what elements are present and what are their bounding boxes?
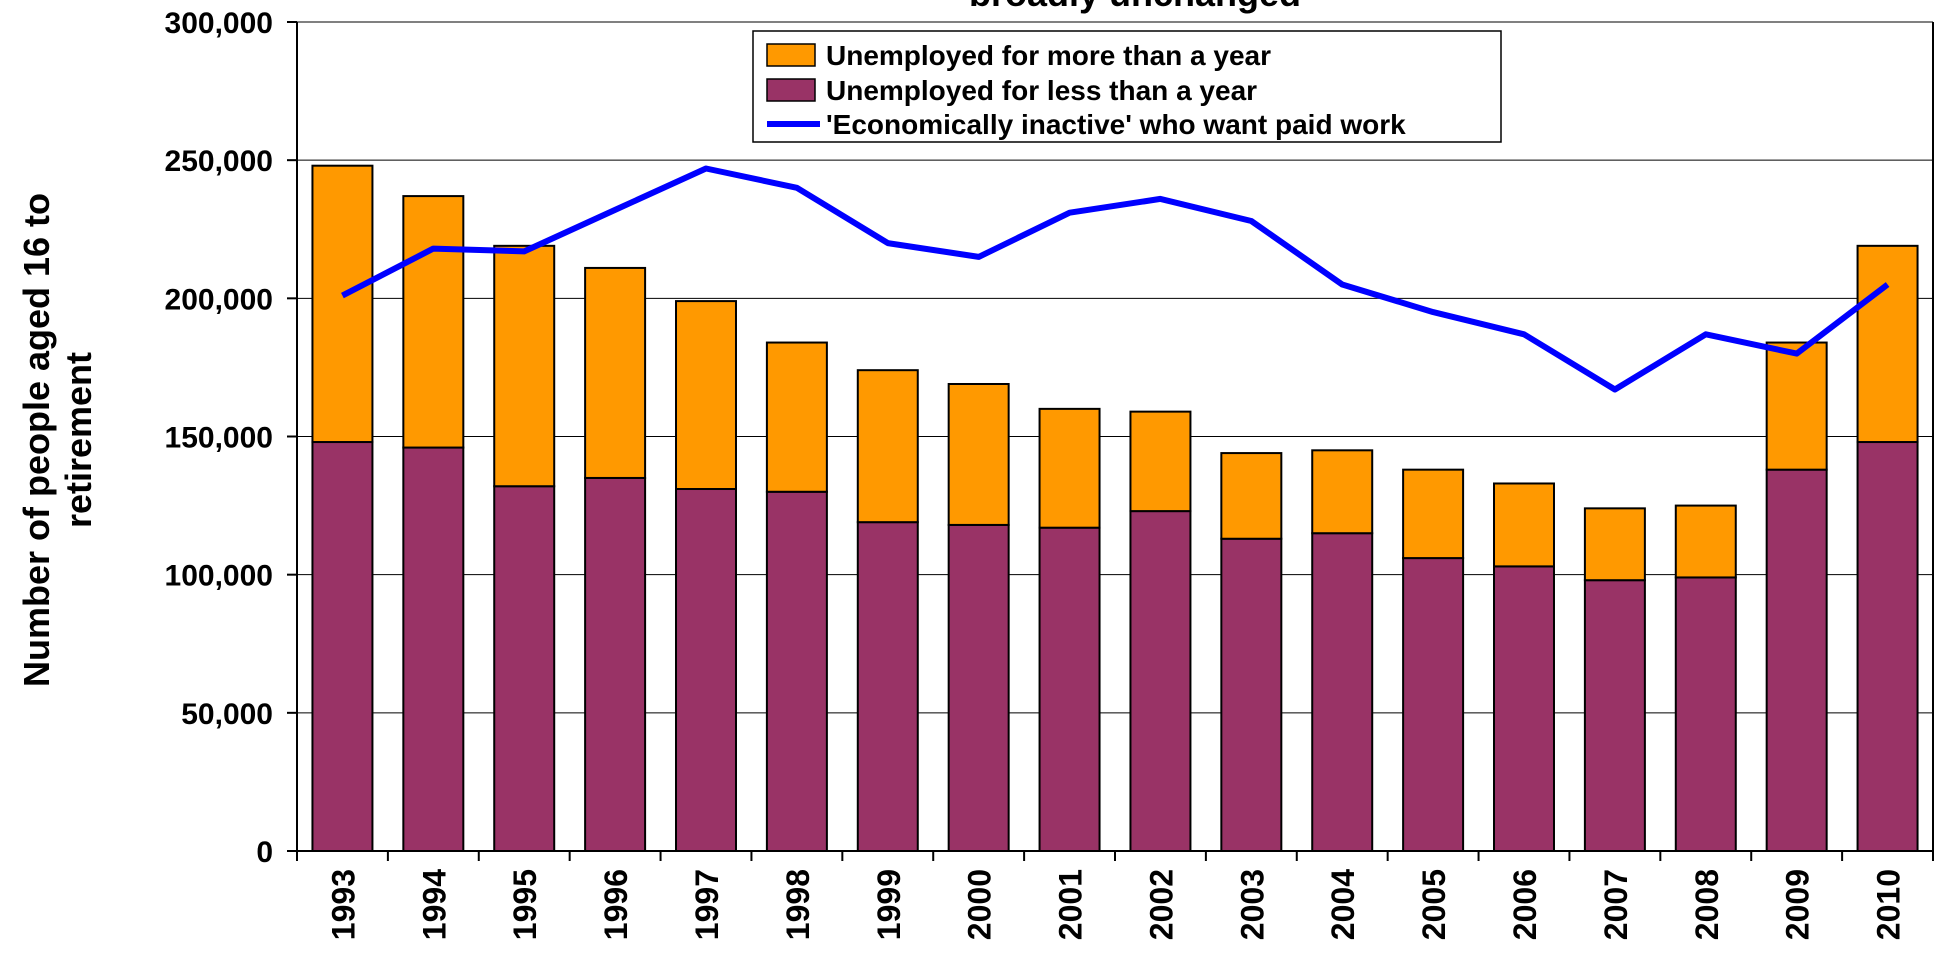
bar-short-term-2010 [1856, 441, 1919, 852]
x-tick-label-1998: 1998 [780, 869, 816, 940]
bar-long-term-2001 [1038, 407, 1101, 529]
bar-short-term-2002 [1129, 510, 1192, 852]
bar-long-term-2006 [1493, 482, 1555, 568]
y-axis-title-line-1: Number of people aged 16 to [16, 193, 57, 687]
bar-long-term-2010 [1856, 244, 1919, 444]
bar-long-term-1994 [402, 195, 465, 449]
x-tick-label-2004: 2004 [1325, 869, 1361, 940]
bar-short-term-1998 [765, 490, 828, 852]
y-tick-label: 200,000 [165, 283, 273, 316]
bar-long-term-1999 [856, 369, 919, 524]
legend-box [752, 30, 1502, 143]
bar-long-term-1997 [675, 300, 737, 491]
x-tick-label-1996: 1996 [598, 869, 634, 940]
bar-long-term-2002 [1129, 410, 1192, 513]
bar-long-term-2005 [1402, 468, 1465, 560]
bar-short-term-1997 [675, 488, 737, 852]
x-tick-label-2002: 2002 [1143, 869, 1179, 940]
bar-long-term-2000 [947, 382, 1010, 526]
x-tick-label-2003: 2003 [1234, 869, 1270, 940]
bar-long-term-2003 [1220, 452, 1283, 540]
y-tick-label: 100,000 [165, 560, 273, 593]
bars [311, 164, 1919, 853]
y-tick-label: 300,000 [165, 7, 273, 40]
bar-long-term-2008 [1674, 504, 1737, 579]
bar-long-term-2007 [1583, 507, 1646, 582]
bar-short-term-2000 [947, 523, 1010, 853]
axes [287, 21, 1934, 861]
x-tick-label-2006: 2006 [1507, 869, 1543, 940]
legend-swatch [766, 78, 816, 102]
bar-short-term-1999 [856, 521, 919, 852]
bar-short-term-2008 [1674, 576, 1737, 852]
x-tick-label-2007: 2007 [1598, 869, 1634, 940]
chart-title: broadly unchanged [969, 0, 1301, 14]
x-tick-label-1993: 1993 [325, 869, 361, 940]
x-tick-label-1999: 1999 [871, 869, 907, 940]
bar-short-term-1994 [402, 446, 465, 852]
y-tick-label: 0 [256, 836, 273, 869]
x-tick-label-1995: 1995 [507, 869, 543, 940]
bar-short-term-1996 [584, 476, 647, 852]
legend-label: Unemployed for more than a year [826, 40, 1271, 71]
legend-label: Unemployed for less than a year [826, 75, 1257, 106]
x-tick-label-2010: 2010 [1871, 869, 1907, 940]
legend: Unemployed for more than a year Unemploye… [752, 30, 1502, 143]
x-tick-label-1994: 1994 [416, 869, 452, 940]
bar-short-term-2006 [1493, 565, 1555, 852]
bar-long-term-1996 [584, 266, 647, 479]
y-tick-label: 50,000 [181, 698, 273, 731]
bar-long-term-2009 [1765, 341, 1828, 471]
bar-long-term-1995 [493, 244, 556, 488]
bar-short-term-2003 [1220, 537, 1283, 852]
x-tick-label-2001: 2001 [1053, 869, 1089, 940]
line-layer [341, 165, 1890, 393]
x-tick-labels: 1993 1994 1995 1996 1997 1998 1999 2000 2001 2002… [325, 869, 1906, 940]
bar-long-term-1993 [311, 164, 374, 444]
y-axis-title: Number of people aged 16 to retirement [16, 193, 99, 687]
bar-short-term-2004 [1311, 532, 1374, 852]
bar-short-term-2009 [1765, 468, 1828, 852]
legend-label: 'Economically inactive' who want paid wo… [826, 109, 1406, 140]
legend-swatch [766, 43, 816, 67]
bar-long-term-1998 [765, 341, 828, 493]
x-tick-label-2008: 2008 [1689, 869, 1725, 940]
bar-short-term-2001 [1038, 526, 1101, 852]
x-tick-label-2005: 2005 [1416, 869, 1452, 940]
y-tick-label: 250,000 [165, 145, 273, 178]
bar-short-term-1995 [493, 485, 556, 852]
bar-short-term-1993 [311, 441, 374, 852]
y-tick-label: 150,000 [165, 422, 273, 455]
x-tick-label-2009: 2009 [1780, 869, 1816, 940]
line-economically-inactive [341, 165, 1890, 393]
gridlines [297, 21, 1933, 714]
y-tick-labels: 0 50,000 100,000 150,000 200,000 250,000 300,0… [165, 7, 273, 869]
bar-short-term-2005 [1402, 557, 1465, 852]
x-tick-label-2000: 2000 [962, 869, 998, 940]
y-axis-title-line-2: retirement [58, 352, 99, 528]
bar-short-term-2007 [1583, 579, 1646, 853]
bar-long-term-2004 [1311, 449, 1374, 535]
x-tick-label-1997: 1997 [689, 869, 725, 940]
